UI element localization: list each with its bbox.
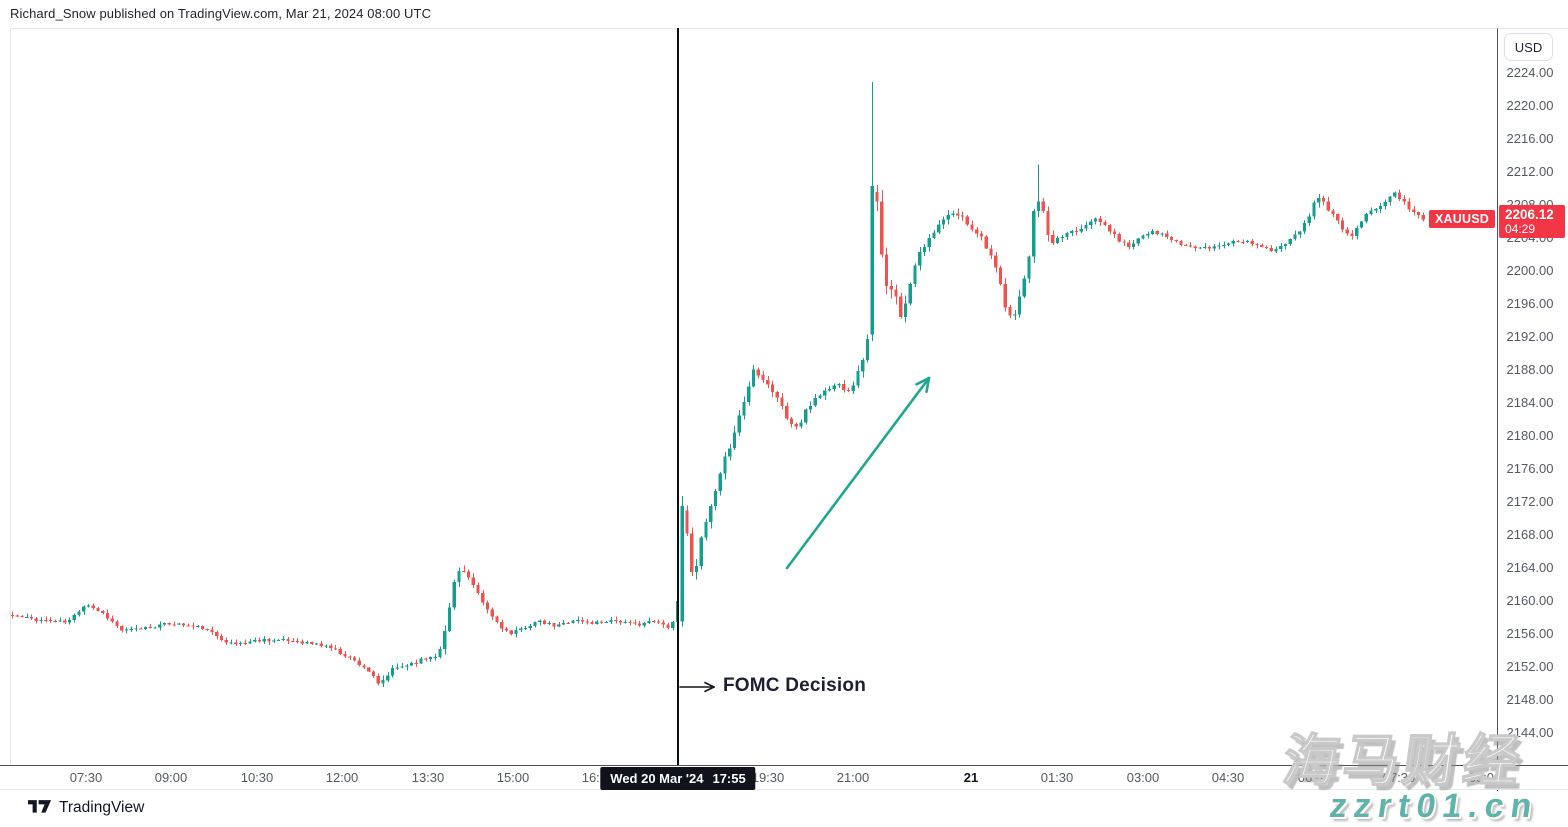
price-axis[interactable]: USD 2224.002220.002216.002212.002208.002… (1497, 28, 1568, 791)
crosshair-time-label: Wed 20 Mar '24 17:55 (600, 767, 756, 790)
price-tick: 2148.00 (1506, 692, 1554, 707)
time-tick: 12:00 (325, 770, 359, 785)
price-tick: 2192.00 (1506, 329, 1554, 344)
watermark-url: zzrt01.cn (1327, 787, 1542, 825)
time-tick: 21 (963, 770, 979, 785)
time-tick: 07:30 (1382, 770, 1416, 785)
time-tick: 21:00 (836, 770, 870, 785)
price-tick: 2144.00 (1506, 725, 1554, 740)
last-price-value: 2206.12 (1505, 206, 1554, 222)
bar-countdown: 04:29 (1505, 221, 1536, 236)
price-tick: 2184.00 (1506, 395, 1554, 410)
time-tick: 01:30 (1040, 770, 1074, 785)
price-tick: 2172.00 (1506, 494, 1554, 509)
crosshair-vline (677, 28, 679, 765)
time-tick: 10:30 (240, 770, 274, 785)
currency-toggle-button[interactable]: USD (1504, 33, 1553, 61)
chart-plot-area[interactable] (10, 28, 1498, 766)
tradingview-logo-link[interactable]: TradingView (28, 799, 144, 817)
price-tick: 2164.00 (1506, 560, 1554, 575)
time-tick: 09:00 (1468, 770, 1502, 785)
symbol-price-badge: XAUUSD (1429, 209, 1495, 228)
crosshair-time: 17:55 (712, 771, 746, 786)
price-tick: 2188.00 (1506, 362, 1554, 377)
price-tick: 2196.00 (1506, 296, 1554, 311)
time-tick: 19:30 (751, 770, 785, 785)
price-tick: 2220.00 (1506, 98, 1554, 113)
tradingview-logo-text: TradingView (59, 799, 145, 816)
price-tick: 2176.00 (1506, 461, 1554, 476)
time-tick: 03:00 (1126, 770, 1160, 785)
crosshair-date: Wed 20 Mar '24 (610, 771, 704, 786)
price-tick: 2180.00 (1506, 428, 1554, 443)
time-tick: 09:00 (154, 770, 188, 785)
time-axis[interactable]: 07:30 09:00 10:30 12:00 13:30 15:00 16:30 19:30… (0, 765, 1568, 790)
price-tick: 2200.00 (1506, 263, 1554, 278)
time-tick: 04:30 (1211, 770, 1245, 785)
price-tick: 2212.00 (1506, 164, 1554, 179)
publish-note: Richard_Snow published on TradingView.co… (10, 6, 432, 21)
tradingview-logo-icon (28, 800, 52, 813)
time-tick: 07:30 (69, 770, 103, 785)
price-tick: 2160.00 (1506, 593, 1554, 608)
price-tick: 2156.00 (1506, 626, 1554, 641)
price-tick: 2216.00 (1506, 131, 1554, 146)
last-price-label: 2206.12 04:29 (1499, 204, 1565, 238)
time-tick: 13:30 (411, 770, 445, 785)
fomc-annotation-text: FOMC Decision (723, 675, 867, 696)
price-tick: 2168.00 (1506, 527, 1554, 542)
time-tick: 15:00 (496, 770, 530, 785)
price-tick: 2224.00 (1506, 65, 1554, 80)
price-tick: 2152.00 (1506, 659, 1554, 674)
time-tick: 06:00 (1297, 770, 1331, 785)
